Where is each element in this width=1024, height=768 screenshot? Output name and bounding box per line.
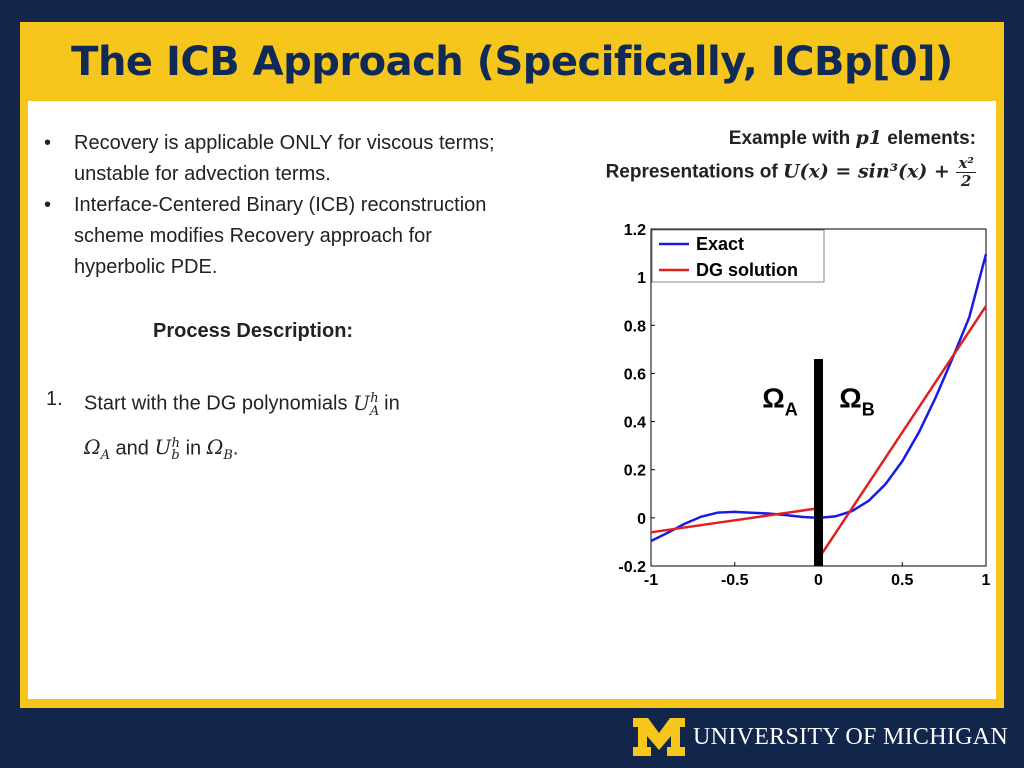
y-tick-label: 0.6 <box>624 366 646 383</box>
x-tick-label: 1 <box>982 572 991 589</box>
x-tick-label: 0.5 <box>891 572 913 589</box>
region-label: ΩA <box>762 383 797 420</box>
legend-label: Exact <box>696 234 744 254</box>
step-text-and: and <box>109 437 155 460</box>
bullet-text: Recovery is applicable ONLY for viscous … <box>74 132 495 185</box>
university-name: UNIVERSITY OF MICHIGAN <box>693 723 1009 750</box>
x-tick-label: -0.5 <box>721 572 749 589</box>
block-m-logo-icon <box>633 718 685 756</box>
step-text-in2: in <box>180 437 207 460</box>
representation-fraction: x² 2 <box>956 155 976 190</box>
step-text: Start with the DG polynomials UAh in ΩA a… <box>84 383 504 472</box>
representation-math: U(x) = sin³(x) + <box>782 160 957 183</box>
y-tick-label: 1 <box>637 270 646 287</box>
representation-caption: Representations of U(x) = sin³(x) + x² 2 <box>500 155 976 190</box>
series-dg-segment <box>817 305 988 560</box>
footer-logo: UNIVERSITY OF MICHIGAN <box>633 716 1008 758</box>
step-text-suffix: . <box>232 437 239 460</box>
step-text-in: in <box>378 392 400 415</box>
bullet-list: • Recovery is applicable ONLY for viscous… <box>40 128 520 283</box>
line-chart: -1 -0.5 0 0.5 1 -0.2 0 0.2 0.4 0.6 0.8 1 1.2 ΩA ΩB Exac… <box>618 222 991 589</box>
math-ua: UAh <box>353 390 380 419</box>
example-prefix: Example with <box>728 128 856 149</box>
legend-label: DG solution <box>696 260 798 280</box>
step-number: 1. <box>46 388 63 410</box>
math-ub: Ubh <box>154 435 181 464</box>
fraction-numerator: x² <box>956 154 976 173</box>
y-tick-label: 0 <box>637 511 646 528</box>
bullet-item: • Recovery is applicable ONLY for viscous… <box>40 128 520 190</box>
series-dg-segment <box>650 506 819 534</box>
x-tick-label: 0 <box>814 572 823 589</box>
bullet-text: Interface-Centered Binary (ICB) reconstr… <box>74 194 487 278</box>
y-tick-label: -0.2 <box>618 559 646 576</box>
representation-prefix: Representations of <box>605 161 783 183</box>
step-text-prefix: Start with the DG polynomials <box>84 392 353 415</box>
slide-title: The ICB Approach (Specifically, ICBp[0]) <box>71 38 953 85</box>
example-suffix: elements: <box>882 128 976 149</box>
bullet-dot-icon: • <box>44 132 52 154</box>
x-tick-label: -1 <box>644 572 658 589</box>
y-tick-label: 1.2 <box>624 222 646 239</box>
fraction-denominator: 2 <box>961 172 972 190</box>
example-caption: Example with p1 elements: <box>560 127 976 150</box>
bullet-dot-icon: • <box>44 194 52 216</box>
math-omega-a: ΩA <box>84 435 110 464</box>
y-tick-label: 0.4 <box>624 415 646 432</box>
example-math: p1 <box>855 127 883 149</box>
y-tick-label: 0.2 <box>624 463 646 480</box>
process-heading: Process Description: <box>153 320 354 342</box>
region-label: ΩB <box>839 383 874 420</box>
y-tick-label: 0.8 <box>624 318 646 335</box>
legend-box <box>651 229 825 283</box>
bullet-item: • Interface-Centered Binary (ICB) reconst… <box>40 190 520 283</box>
math-omega-b: ΩB <box>206 435 233 464</box>
